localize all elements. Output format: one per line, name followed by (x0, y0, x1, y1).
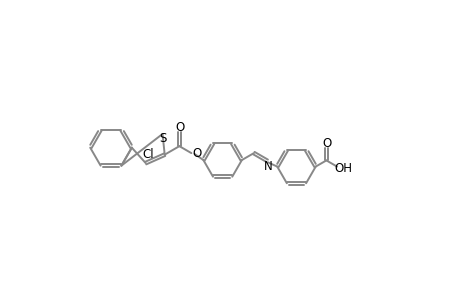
Text: O: O (175, 121, 185, 134)
Text: Cl: Cl (142, 148, 153, 161)
Text: O: O (322, 137, 331, 150)
Text: N: N (263, 160, 272, 173)
Text: O: O (192, 147, 201, 160)
Text: S: S (158, 132, 166, 145)
Text: OH: OH (334, 162, 352, 176)
